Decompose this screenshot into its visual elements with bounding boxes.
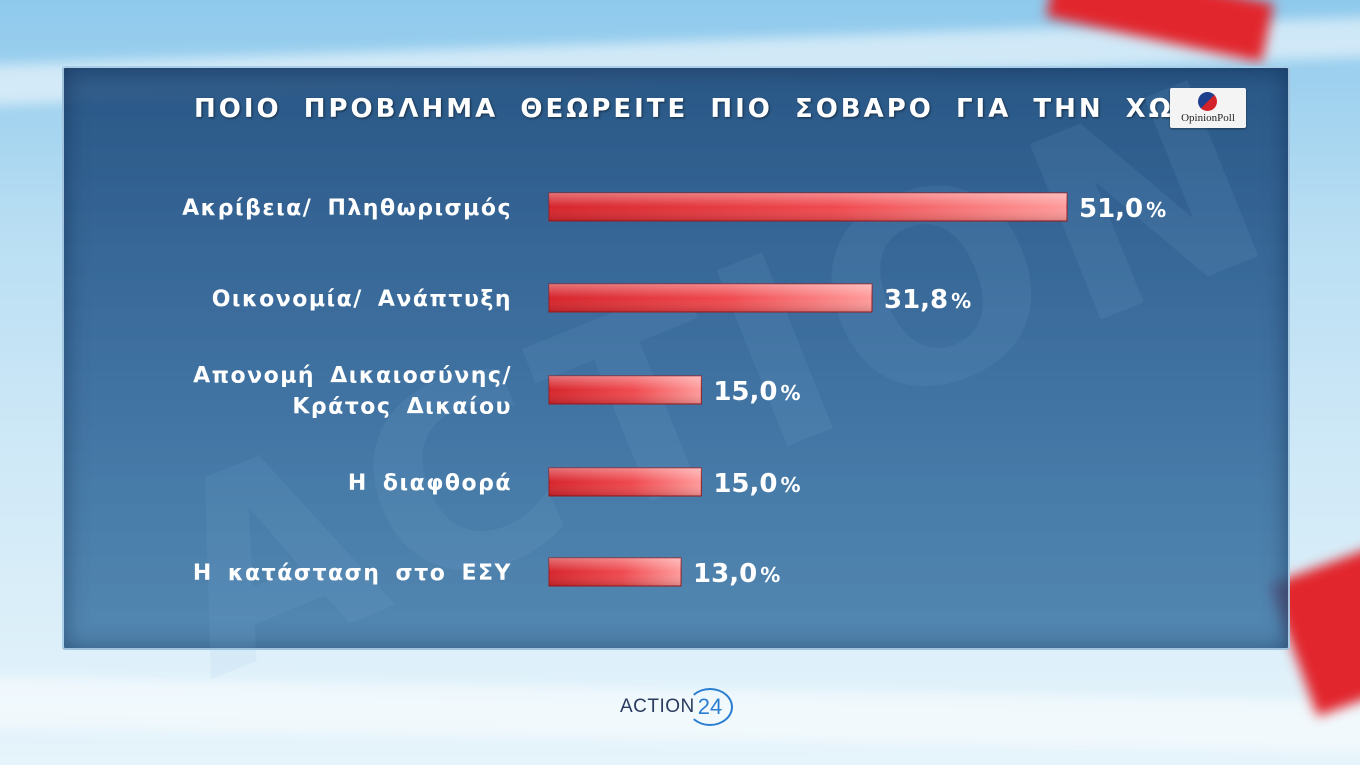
bar-shine <box>549 468 702 496</box>
bar-shine <box>549 193 1067 221</box>
chart-title: ΠΟΙΟ ΠΡΟΒΛΗΜΑ ΘΕΩΡΕΙΤΕ ΠΙΟ ΣΟΒΑΡΟ ΓΙΑ ΤΗ… <box>194 94 1233 124</box>
opinionpoll-logo-icon <box>1198 92 1217 111</box>
value-label: 51,0% <box>1079 194 1166 224</box>
brand-number: 24 <box>687 688 733 726</box>
bar-shine <box>549 284 872 312</box>
category-label: Η διαφθορά <box>348 471 512 496</box>
category-label: Κράτος Δικαίου <box>292 395 512 420</box>
poll-panel: ACTION ΠΟΙΟ ΠΡΟΒΛΗΜΑ ΘΕΩΡΕΙΤΕ ΠΙΟ ΣΟΒΑΡΟ… <box>62 21 1313 737</box>
value-label: 13,0% <box>693 559 780 589</box>
category-label: Η κατάσταση στο ΕΣΥ <box>193 561 512 586</box>
category-label: Απονομή Δικαιοσύνης/ <box>193 364 512 389</box>
action24-brand: ACTION 24 <box>620 684 740 728</box>
opinionpoll-logo: OpinionPoll <box>1170 88 1246 128</box>
bar-shine <box>549 558 682 586</box>
value-label: 15,0% <box>713 469 800 499</box>
category-label: Οικονομία/ Ανάπτυξη <box>212 287 512 312</box>
opinionpoll-logo-text: OpinionPoll <box>1181 112 1235 124</box>
bar-shine <box>549 376 702 404</box>
value-label: 31,8% <box>884 285 971 315</box>
value-label: 15,0% <box>713 377 800 407</box>
category-label: Ακρίβεια/ Πληθωρισμός <box>182 196 512 221</box>
brand-text: ACTION <box>620 696 695 717</box>
